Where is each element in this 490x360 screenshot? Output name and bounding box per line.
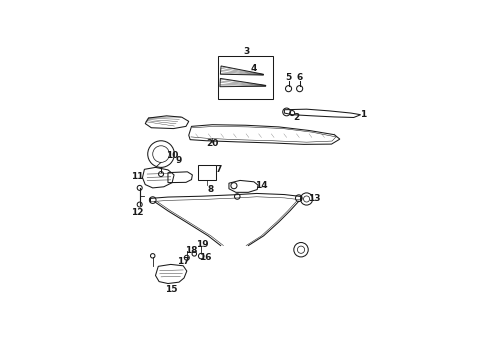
Text: 8: 8 (208, 185, 214, 194)
Text: 9: 9 (176, 156, 182, 165)
Text: 16: 16 (199, 253, 212, 262)
Text: 5: 5 (285, 73, 292, 82)
Text: 7: 7 (215, 165, 221, 174)
Bar (198, 165, 217, 180)
Text: 10: 10 (166, 151, 178, 160)
Bar (218, 56, 273, 99)
Text: 19: 19 (196, 240, 209, 249)
Text: 13: 13 (308, 194, 320, 203)
Text: 17: 17 (177, 257, 190, 266)
Text: 15: 15 (165, 285, 177, 294)
Text: 14: 14 (255, 181, 268, 190)
Text: 12: 12 (131, 208, 144, 217)
Text: 4: 4 (251, 64, 257, 73)
Text: 11: 11 (131, 172, 143, 181)
Text: 1: 1 (360, 110, 367, 119)
Text: 6: 6 (296, 73, 303, 82)
Text: 3: 3 (244, 47, 250, 56)
Text: 20: 20 (206, 139, 219, 148)
Text: 2: 2 (293, 113, 299, 122)
Text: 18: 18 (185, 246, 197, 255)
